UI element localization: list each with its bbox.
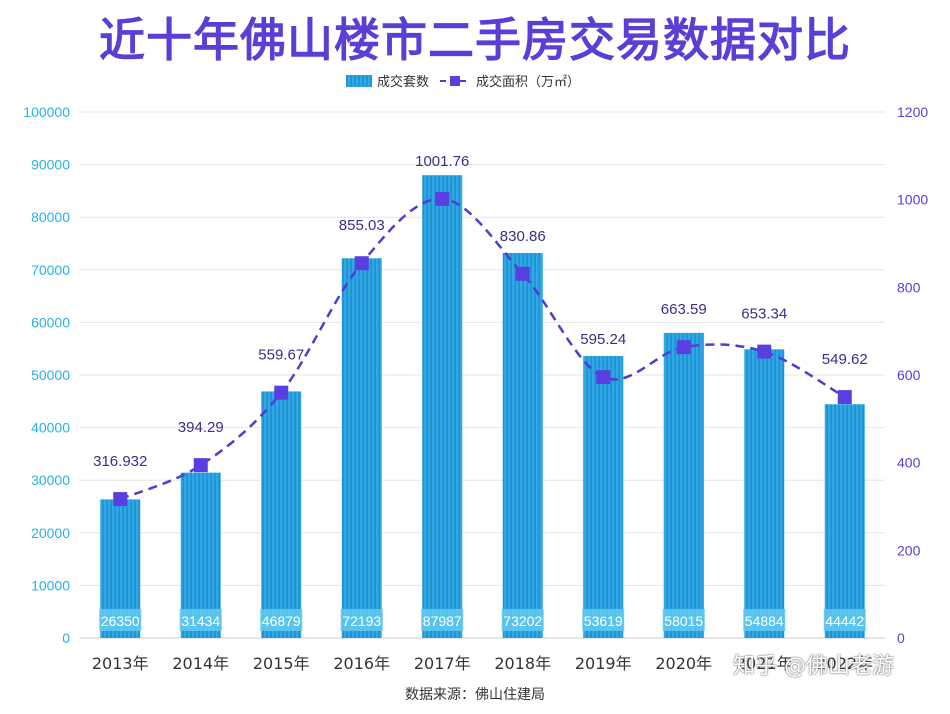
legend-bar-swatch <box>346 75 372 87</box>
bar-value-label: 73202 <box>503 613 542 629</box>
bar-value-label: 31434 <box>181 613 220 629</box>
bar <box>663 332 704 638</box>
y-left-tick-label: 20000 <box>31 525 70 541</box>
y-left-tick-label: 100000 <box>23 104 70 120</box>
bar-value-label: 26350 <box>101 613 140 629</box>
x-tick-label: 2014年 <box>172 654 229 673</box>
y-left-tick-label: 40000 <box>31 420 70 436</box>
y-right-tick-label: 800 <box>897 279 921 295</box>
line-point <box>676 340 691 355</box>
x-axis: 2013年 2014年 2015年 2016年 2017年 2018年 2019年 2020年… <box>92 654 873 673</box>
line-point <box>837 390 852 405</box>
y-right-tick-label: 200 <box>897 542 921 558</box>
x-tick-label: 2019年 <box>575 654 632 673</box>
bar <box>341 258 382 638</box>
chart-title: 近十年佛山楼市二手房交易数据对比 <box>99 13 851 67</box>
line-point <box>354 256 369 271</box>
bar <box>261 391 302 638</box>
line-value-label: 549.62 <box>822 351 868 368</box>
bar-value-label: 54884 <box>745 613 784 629</box>
x-tick-label: 2020年 <box>655 654 712 673</box>
y-left-tick-label: 50000 <box>31 367 70 383</box>
line-value-label: 595.24 <box>580 331 626 348</box>
x-tick-label: 2021年 <box>736 654 793 673</box>
line-point <box>113 492 128 507</box>
line-point <box>515 266 530 281</box>
bar-label-box <box>421 609 464 631</box>
y-left-tick-label: 60000 <box>31 314 70 330</box>
legend-line-label: 成交面积（万㎡） <box>476 74 580 90</box>
line-series: 316.932 394.29 559.67 855.03 1001.76 830.86 59… <box>93 153 868 507</box>
data-source-note: 数据来源：佛山住建局 <box>405 687 545 703</box>
y-axis-right: 0 200 400 600 800 1000 1200 <box>897 104 928 646</box>
bar-label-box <box>179 609 222 631</box>
line-point <box>596 370 611 385</box>
watermark: 知乎 @佛山老游 <box>733 654 894 679</box>
bar-value-label: 58015 <box>664 613 703 629</box>
x-tick-label: 2015年 <box>253 654 310 673</box>
line-value-label: 1001.76 <box>415 153 469 170</box>
bar-label-box <box>743 609 786 631</box>
y-left-tick-label: 90000 <box>31 157 70 173</box>
bar-value-label: 53619 <box>584 613 623 629</box>
bar-series: 26350 31434 46879 72193 87987 73202 53619 58015… <box>99 175 866 639</box>
bar-label-box <box>823 609 866 631</box>
bar-label-box <box>340 609 383 631</box>
bar-label-box <box>582 609 625 631</box>
x-tick-label: 2017年 <box>414 654 471 673</box>
chart-legend: 成交套数 成交面积（万㎡） <box>346 74 580 90</box>
bar-label-box <box>662 609 705 631</box>
line-point <box>274 385 289 400</box>
line-value-label: 663.59 <box>661 301 707 318</box>
y-right-tick-label: 0 <box>897 630 905 646</box>
y-left-tick-label: 0 <box>62 630 70 646</box>
bar-label-box <box>99 609 142 631</box>
line-value-label: 559.67 <box>258 347 304 364</box>
x-tick-label: 2018年 <box>494 654 551 673</box>
y-right-tick-label: 400 <box>897 455 921 471</box>
x-tick-label: 2013年 <box>92 654 149 673</box>
line-series-path <box>119 197 846 501</box>
y-right-tick-label: 1000 <box>897 192 928 208</box>
line-value-label: 653.34 <box>741 306 787 323</box>
y-left-tick-label: 70000 <box>31 262 70 278</box>
bar-value-label: 44442 <box>825 613 864 629</box>
legend-bar-label: 成交套数 <box>377 74 429 90</box>
legend-line-marker <box>450 76 460 86</box>
line-value-label: 394.29 <box>178 419 224 436</box>
line-value-label: 855.03 <box>339 217 385 234</box>
bar <box>583 355 624 638</box>
line-value-label: 316.932 <box>93 453 147 470</box>
bar <box>744 349 785 638</box>
bar <box>422 175 463 638</box>
x-tick-label: 2022年 <box>816 654 873 673</box>
bar-value-label: 87987 <box>423 613 462 629</box>
bar-value-label: 72193 <box>342 613 381 629</box>
y-left-tick-label: 30000 <box>31 472 70 488</box>
bar-value-label: 46879 <box>262 613 301 629</box>
line-point <box>193 458 208 473</box>
y-right-tick-label: 600 <box>897 367 921 383</box>
bar-label-box <box>501 609 544 631</box>
y-axis-left: 0 10000 20000 30000 40000 50000 60000 70000 8000… <box>23 104 70 646</box>
bar-label-box <box>260 609 303 631</box>
bar <box>502 252 543 639</box>
bar <box>824 404 865 638</box>
y-left-tick-label: 80000 <box>31 209 70 225</box>
line-point <box>435 191 450 206</box>
y-right-tick-label: 1200 <box>897 104 928 120</box>
line-value-label: 830.86 <box>500 228 546 245</box>
x-tick-label: 2016年 <box>333 654 390 673</box>
y-left-tick-label: 10000 <box>31 577 70 593</box>
line-point <box>757 344 772 359</box>
